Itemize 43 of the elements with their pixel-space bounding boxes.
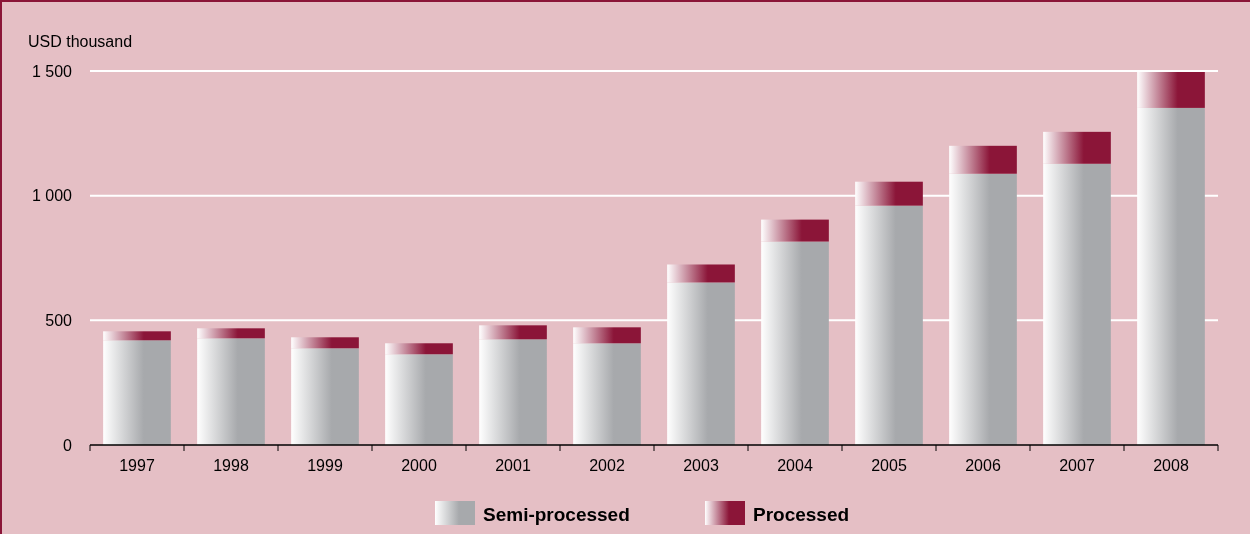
bar xyxy=(103,340,171,445)
x-tick-label: 1999 xyxy=(307,457,343,474)
y-axis-title: USD thousand xyxy=(28,33,133,50)
bar xyxy=(667,264,735,283)
x-tick-label: 2001 xyxy=(495,457,531,474)
bar xyxy=(103,331,171,341)
bar xyxy=(761,219,829,242)
bar xyxy=(667,282,735,445)
bar xyxy=(855,181,923,206)
bar xyxy=(1137,107,1205,445)
bar xyxy=(1043,131,1111,164)
legend-label: Processed xyxy=(753,503,850,525)
bar xyxy=(479,339,547,445)
bar xyxy=(197,338,265,445)
x-tick-label: 2003 xyxy=(683,457,719,474)
bar xyxy=(573,343,641,445)
bar xyxy=(291,337,359,349)
bar xyxy=(1137,72,1205,108)
x-tick-label: 2004 xyxy=(777,457,813,474)
x-tick-label: 2000 xyxy=(401,457,437,474)
bar xyxy=(761,241,829,445)
x-tick-label: 2005 xyxy=(871,457,907,474)
x-tick-label: 1997 xyxy=(119,457,155,474)
x-tick-label: 1998 xyxy=(213,457,249,474)
legend-label: Semi-processed xyxy=(483,503,630,525)
x-tick-label: 2002 xyxy=(589,457,625,474)
bar xyxy=(197,328,265,339)
bar xyxy=(855,205,923,445)
y-tick-label: 1 500 xyxy=(31,62,73,80)
y-tick-label: 1 000 xyxy=(31,187,73,205)
bar xyxy=(949,173,1017,445)
bar xyxy=(385,343,453,355)
bar xyxy=(385,354,453,445)
bar xyxy=(1043,163,1111,445)
x-tick-label: 2007 xyxy=(1059,457,1095,474)
bar xyxy=(573,327,641,344)
y-tick-label: 500 xyxy=(45,311,73,329)
y-tick-label: 0 xyxy=(63,436,73,454)
bar xyxy=(291,348,359,445)
bar xyxy=(949,145,1017,174)
bar xyxy=(479,325,547,340)
x-tick-label: 2006 xyxy=(965,457,1001,474)
x-tick-label: 2008 xyxy=(1153,457,1189,474)
